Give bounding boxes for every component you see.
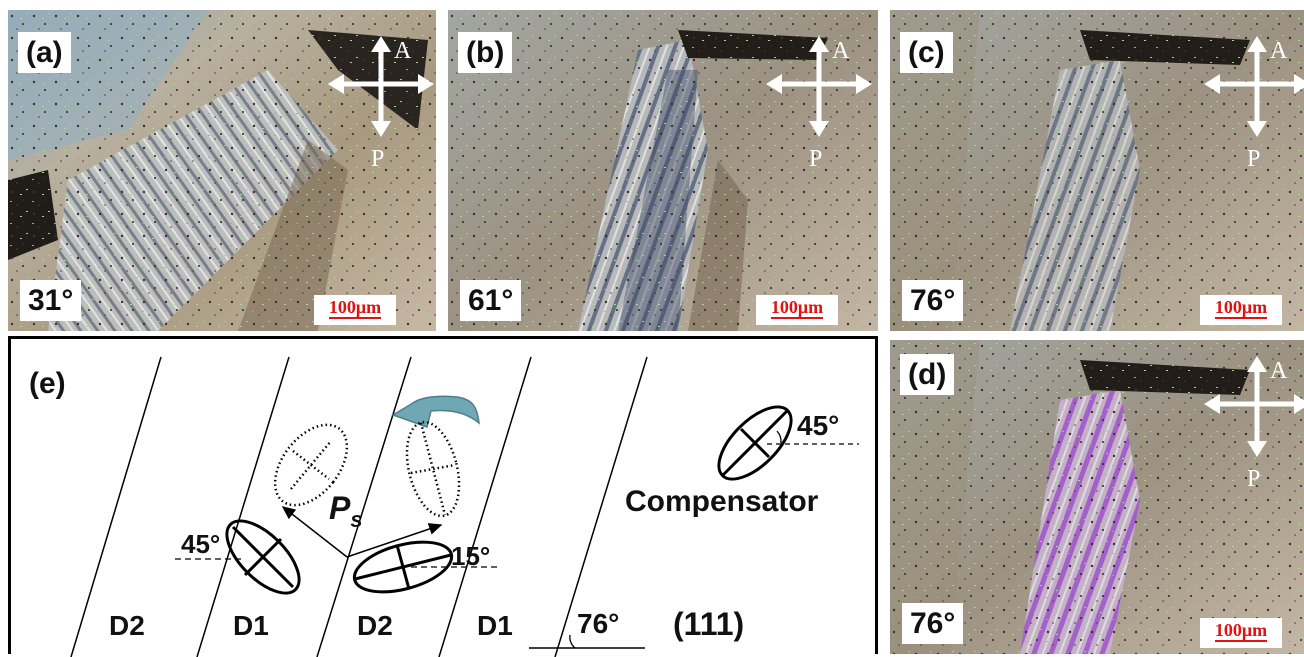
polarizer-label: P xyxy=(1247,146,1260,172)
wall-angle-label: 76° xyxy=(577,608,619,639)
analyzer-label: A xyxy=(394,38,412,64)
micrograph-image xyxy=(8,10,436,331)
domain-wall xyxy=(438,356,532,657)
domain-diagram: (e) Ps 45° 15° xyxy=(29,356,859,657)
domain-label: D1 xyxy=(477,610,513,641)
rotation-arrow-icon xyxy=(391,395,480,428)
scale-bar-label: 100μm xyxy=(328,297,382,319)
solid-indicatrix xyxy=(225,519,454,595)
domain-wall xyxy=(316,356,412,657)
angle-label-left: 45° xyxy=(181,529,220,559)
scale-bar-label: 100μm xyxy=(1214,620,1268,642)
scale-bar-label: 100μm xyxy=(1214,297,1268,319)
panel-label: (c) xyxy=(900,32,953,73)
domain-wall xyxy=(196,356,290,657)
micrograph-panel-d: (d) 76° A P 100μm xyxy=(890,340,1304,654)
micrograph-panel-c: (c) 76° A P 100μm xyxy=(890,10,1304,331)
scale-bar: 100μm xyxy=(1200,618,1282,648)
angle-label-right: 15° xyxy=(451,541,490,571)
micrograph-panel-b: (b) 61° A P 100μm xyxy=(448,10,878,331)
scale-bar: 100μm xyxy=(756,295,838,325)
panel-label: (d) xyxy=(900,354,955,395)
panel-label: (b) xyxy=(458,32,513,73)
polarization-arrow xyxy=(346,523,443,558)
polarizer-axes-icon: A P xyxy=(1204,356,1304,492)
rotation-angle: 31° xyxy=(20,280,82,321)
micrograph-image xyxy=(890,10,1304,331)
domain-diagram-panel-e: (e) Ps 45° 15° xyxy=(8,336,878,657)
domain-walls xyxy=(70,356,648,657)
micrograph-image xyxy=(448,10,878,331)
domain-label: D2 xyxy=(357,610,393,641)
polarizer-axes-icon: A P xyxy=(766,36,872,172)
polarizer-axes-icon: A P xyxy=(1204,36,1304,172)
domain-wall xyxy=(554,356,648,657)
analyzer-label: A xyxy=(832,38,850,64)
micrograph-panel-a: (a) 31° A P 100μm xyxy=(8,10,436,331)
polarizer-axes-icon: A P xyxy=(328,36,434,172)
polarizer-label: P xyxy=(371,146,384,172)
polarization-arrow xyxy=(281,506,348,558)
analyzer-label: A xyxy=(1270,358,1288,384)
domain-label: D1 xyxy=(233,610,269,641)
dotted-indicatrix xyxy=(273,420,461,518)
scale-bar: 100μm xyxy=(1200,295,1282,325)
panel-label: (a) xyxy=(18,32,71,73)
analyzer-label: A xyxy=(1270,38,1288,64)
domain-wall xyxy=(70,356,162,657)
rotation-angle: 76° xyxy=(902,603,964,644)
compensator-label: Compensator xyxy=(625,485,819,518)
compensator-angle: 45° xyxy=(797,410,839,441)
polarization-label: Ps xyxy=(329,490,363,532)
compensator-icon xyxy=(717,405,793,481)
domain-label: D2 xyxy=(109,610,145,641)
micrograph-image xyxy=(890,340,1304,654)
rotation-angle: 76° xyxy=(902,280,964,321)
scale-bar: 100μm xyxy=(314,295,396,325)
rotation-angle: 61° xyxy=(460,280,522,321)
polarizer-label: P xyxy=(1247,466,1260,492)
diagram-label: (e) xyxy=(29,367,66,400)
crystal-plane-label: (111) xyxy=(673,606,744,642)
polarizer-label: P xyxy=(809,146,822,172)
scale-bar-label: 100μm xyxy=(770,297,824,319)
